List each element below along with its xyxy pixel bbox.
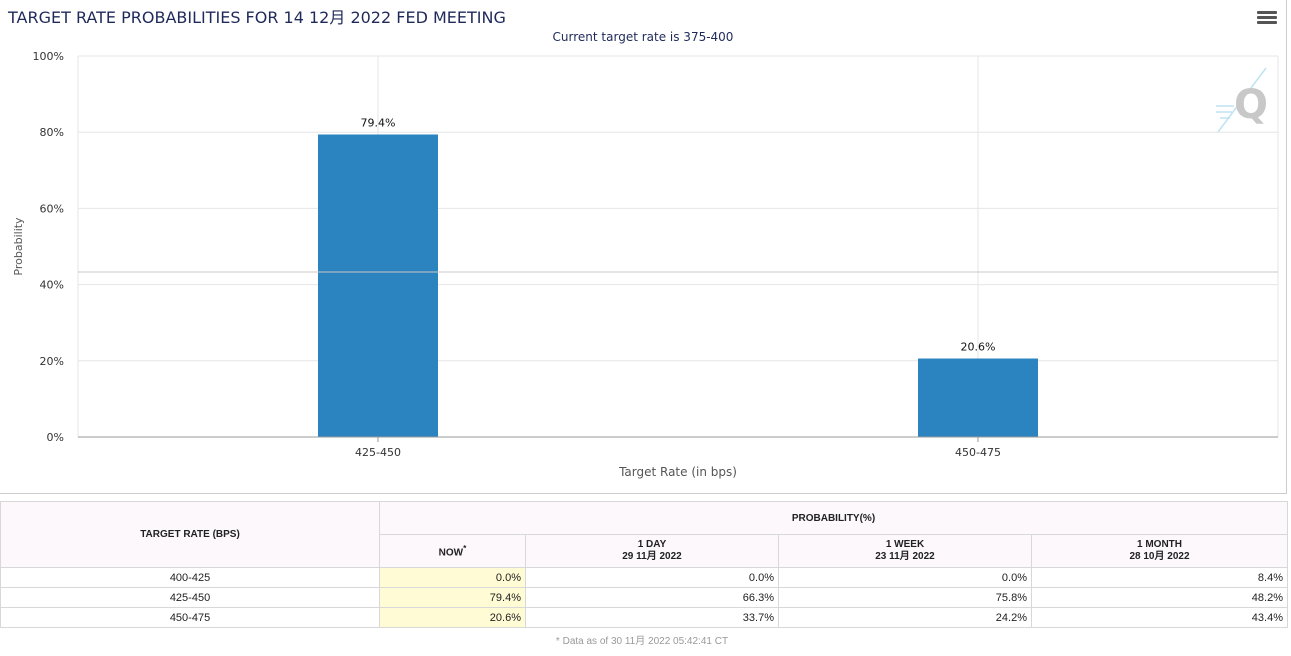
q-logo-icon: Q (1216, 67, 1268, 133)
one-day-cell: 33.7% (525, 607, 779, 628)
one-week-cell: 0.0% (778, 567, 1032, 588)
probability-header: PROBABILITY(%) (379, 501, 1288, 535)
bar (918, 358, 1038, 437)
chart-subtitle: Current target rate is 375-400 (552, 30, 734, 44)
y-axis-title: Probability (12, 217, 25, 276)
column-label: NOW (438, 547, 464, 559)
now-cell: 0.0% (379, 567, 526, 588)
data-timestamp-footnote: * Data as of 30 11月 2022 05:42:41 CT (555, 636, 729, 647)
table-row: 425-450 79.4% 66.3% 75.8% 48.2% (0, 587, 1288, 608)
bar-chart: 0% 20% 40% 60% 80% 100% 79.4% 425-450 20.6% 450-4… (12, 50, 1279, 479)
y-tick-label: 80% (40, 126, 64, 139)
y-tick-label: 40% (40, 279, 64, 292)
now-cell: 20.6% (379, 607, 526, 628)
column-header-1-month: 1 MONTH 28 10月 2022 (1031, 534, 1288, 568)
x-tick-label: 450-475 (955, 446, 1001, 459)
table-row: 450-475 20.6% 33.7% 24.2% 43.4% (0, 607, 1288, 628)
column-header-now: NOW* (379, 534, 526, 568)
rate-cell: 425-450 (0, 587, 380, 608)
table-row: 400-425 0.0% 0.0% 0.0% 8.4% (0, 567, 1288, 588)
now-cell: 79.4% (379, 587, 526, 608)
chart-panel: TARGET RATE PROBABILITIES FOR 14 12月 202… (0, 0, 1287, 494)
column-label: 1 MONTH (1137, 539, 1182, 550)
x-tick-label: 425-450 (355, 446, 401, 459)
column-header-1-week: 1 WEEK 23 11月 2022 (778, 534, 1032, 568)
probability-table: TARGET RATE (BPS) PROBABILITY(%) NOW* 1 … (0, 501, 1288, 628)
x-axis-title: Target Rate (in bps) (618, 465, 737, 479)
column-label: 1 WEEK (885, 539, 925, 550)
rate-cell: 450-475 (0, 607, 380, 628)
one-month-cell: 43.4% (1031, 607, 1288, 628)
data-label: 20.6% (961, 341, 996, 354)
one-day-cell: 0.0% (525, 567, 779, 588)
column-label: 1 DAY (637, 539, 667, 550)
svg-text:Q: Q (1234, 82, 1268, 128)
column-date: 28 10月 2022 (1129, 551, 1190, 562)
data-label: 79.4% (361, 116, 396, 129)
one-week-cell: 24.2% (778, 607, 1032, 628)
column-header-1-day: 1 DAY 29 11月 2022 (525, 534, 779, 568)
rate-cell: 400-425 (0, 567, 380, 588)
y-tick-label: 60% (40, 202, 64, 215)
bar (318, 134, 438, 437)
rate-column-header: TARGET RATE (BPS) (0, 501, 380, 568)
column-date: 29 11月 2022 (622, 551, 682, 562)
y-tick-label: 100% (33, 50, 64, 63)
hamburger-menu-icon[interactable] (1257, 11, 1277, 27)
one-week-cell: 75.8% (778, 587, 1032, 608)
y-tick-label: 20% (40, 355, 64, 368)
column-date: 23 11月 2022 (875, 551, 935, 562)
chart-title: TARGET RATE PROBABILITIES FOR 14 12月 202… (8, 8, 506, 27)
one-month-cell: 8.4% (1031, 567, 1288, 588)
one-month-cell: 48.2% (1031, 587, 1288, 608)
one-day-cell: 66.3% (525, 587, 779, 608)
y-tick-label: 0% (47, 431, 64, 444)
column-footnote-marker: * (463, 543, 467, 554)
